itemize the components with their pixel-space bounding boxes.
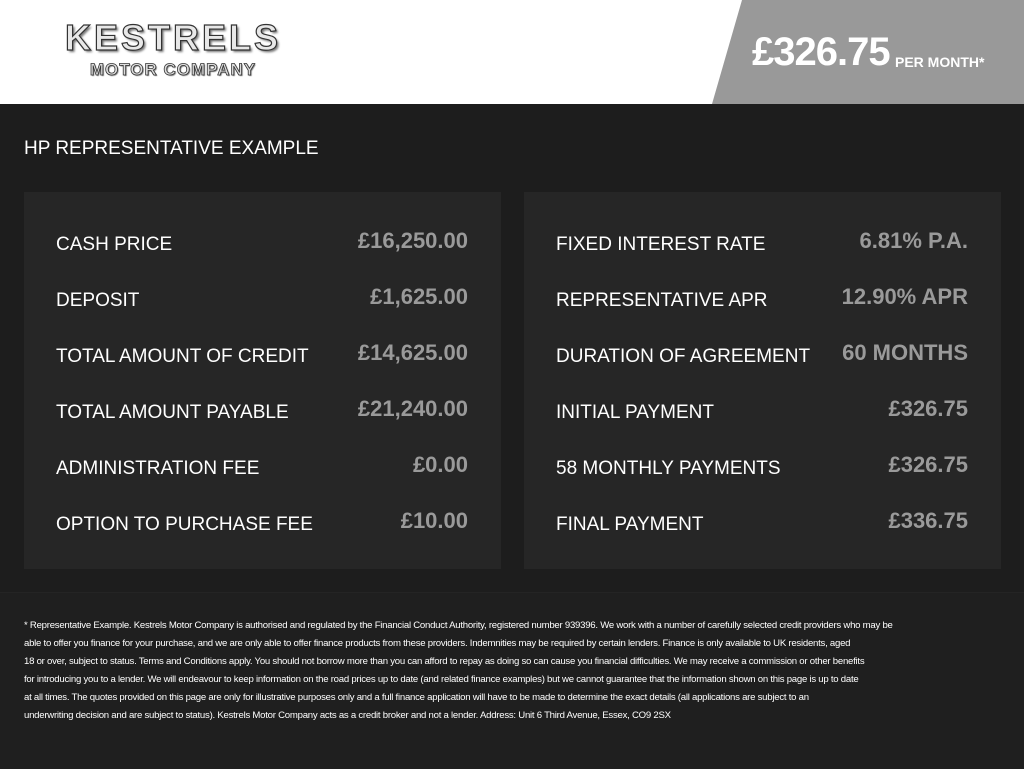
section-title: HP REPRESENTATIVE EXAMPLE bbox=[24, 138, 319, 159]
row-value: £16,250.00 bbox=[357, 228, 468, 253]
logo-subtitle: MOTOR COMPANY bbox=[89, 60, 257, 80]
finance-row: TOTAL AMOUNT OF CREDIT £14,625.00 bbox=[56, 304, 468, 367]
row-label: ADMINISTRATION FEE bbox=[56, 458, 260, 479]
row-value: 6.81% P.A. bbox=[859, 228, 968, 253]
finance-row: ADMINISTRATION FEE £0.00 bbox=[56, 416, 468, 479]
row-value: £14,625.00 bbox=[357, 340, 468, 365]
row-value: £10.00 bbox=[400, 508, 468, 533]
finance-row: FIXED INTEREST RATE 6.81% P.A. bbox=[556, 192, 968, 255]
disclaimer-line: * Representative Example. Kestrels Motor… bbox=[24, 620, 893, 631]
row-value: £21,240.00 bbox=[357, 396, 468, 421]
row-label: 58 MONTHLY PAYMENTS bbox=[556, 458, 781, 479]
finance-row: INITIAL PAYMENT £326.75 bbox=[556, 360, 968, 423]
row-label: TOTAL AMOUNT PAYABLE bbox=[56, 402, 289, 423]
disclaimer-line: able to offer you finance for your purch… bbox=[24, 638, 851, 649]
row-label: TOTAL AMOUNT OF CREDIT bbox=[56, 346, 309, 367]
finance-row: DEPOSIT £1,625.00 bbox=[56, 248, 468, 311]
logo-title: KESTRELS bbox=[64, 17, 282, 58]
finance-panel: FIXED INTEREST RATE 6.81% P.A. REPRESENTAT… bbox=[524, 192, 1001, 569]
price-banner bbox=[712, 0, 1024, 104]
row-label: FIXED INTEREST RATE bbox=[556, 234, 766, 255]
row-label: DEPOSIT bbox=[56, 290, 140, 311]
row-label: FINAL PAYMENT bbox=[556, 514, 704, 535]
disclaimer-line: for introducing you to a lender. We will… bbox=[24, 674, 859, 685]
row-value: £336.75 bbox=[888, 508, 968, 533]
finance-row: FINAL PAYMENT £336.75 bbox=[556, 472, 968, 535]
disclaimer-line: 18 or over, subject to status. Terms and… bbox=[24, 656, 865, 667]
row-label: DURATION OF AGREEMENT bbox=[556, 346, 811, 367]
row-value: 12.90% APR bbox=[841, 284, 968, 309]
price-suffix: PER MONTH* bbox=[895, 54, 985, 70]
row-label: INITIAL PAYMENT bbox=[556, 402, 715, 423]
row-label: CASH PRICE bbox=[56, 234, 173, 255]
row-label: REPRESENTATIVE APR bbox=[556, 290, 768, 311]
row-value: £0.00 bbox=[412, 452, 468, 477]
logo[interactable]: KESTRELS MOTOR COMPANY bbox=[58, 17, 288, 80]
finance-row: TOTAL AMOUNT PAYABLE £21,240.00 bbox=[56, 360, 468, 423]
row-value: 60 MONTHS bbox=[842, 340, 968, 365]
finance-row: OPTION TO PURCHASE FEE £10.00 bbox=[56, 472, 468, 535]
row-value: £1,625.00 bbox=[370, 284, 468, 309]
finance-row: CASH PRICE £16,250.00 bbox=[56, 192, 468, 255]
disclaimer: * Representative Example. Kestrels Motor… bbox=[24, 617, 1014, 725]
header: KESTRELS MOTOR COMPANY £326.75 PER MONTH… bbox=[0, 0, 1024, 104]
row-value: £326.75 bbox=[888, 452, 968, 477]
footer bbox=[0, 592, 1024, 769]
row-value: £326.75 bbox=[888, 396, 968, 421]
finance-row: 58 MONTHLY PAYMENTS £326.75 bbox=[556, 416, 968, 479]
disclaimer-line: underwriting decision and are subject to… bbox=[24, 710, 671, 721]
finance-panel: CASH PRICE £16,250.00 DEPOSIT £1,625.00 TOTA… bbox=[24, 192, 501, 569]
monthly-price: £326.75 bbox=[752, 30, 891, 74]
row-label: OPTION TO PURCHASE FEE bbox=[56, 514, 313, 535]
finance-row: REPRESENTATIVE APR 12.90% APR bbox=[556, 248, 968, 311]
finance-row: DURATION OF AGREEMENT 60 MONTHS bbox=[556, 304, 968, 367]
disclaimer-line: at all times. The quotes provided on thi… bbox=[24, 692, 809, 703]
